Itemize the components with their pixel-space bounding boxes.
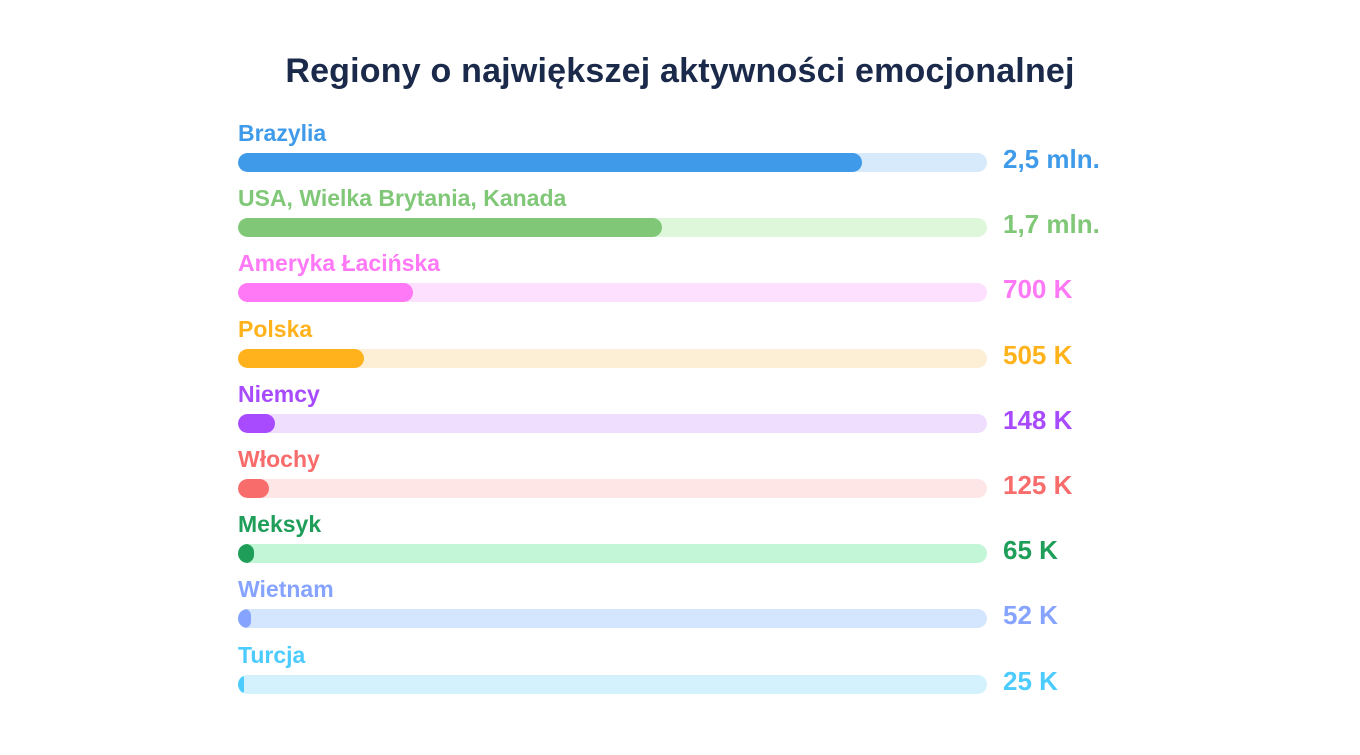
bar [238,218,663,238]
category-label: Ameryka Łacińska [238,250,441,277]
bar-row: Brazylia 2,5 mln. [238,120,1138,180]
bar [238,609,251,629]
category-label: USA, Wielka Brytania, Kanada [238,185,567,212]
bar-track [238,348,987,368]
bar-track [238,544,987,564]
bar [238,283,413,303]
value-label: 65 K [1003,535,1058,566]
bar [238,674,245,694]
value-label: 25 K [1003,665,1058,696]
category-label: Polska [238,315,313,342]
bar-row: USA, Wielka Brytania, Kanada 1,7 mln. [238,185,1138,245]
value-label: 148 K [1003,404,1073,435]
category-label: Niemcy [238,380,320,407]
category-label: Wietnam [238,576,334,603]
value-label: 52 K [1003,600,1058,631]
chart-title: Regiony o największej aktywności emocjon… [285,52,1075,90]
category-label: Brazylia [238,120,327,146]
bar [238,479,270,498]
bar-row: Ameryka Łacińska 700 K [238,250,1138,310]
bar-row: Polska 505 K [238,316,1138,376]
value-label: 1,7 mln. [1003,209,1100,240]
value-label: 125 K [1003,470,1073,500]
bar-track [238,283,987,303]
bar-row: Turcja 25 K [238,642,1138,702]
bar-row: Niemcy 148 K [238,381,1138,441]
category-label: Turcja [238,641,306,668]
bar-track [238,479,987,498]
value-label: 505 K [1003,339,1073,370]
bar [238,544,255,564]
bar-row: Włochy 125 K [238,446,1138,506]
bar-row: Meksyk 65 K [238,511,1138,571]
bar [238,153,863,172]
bar-track [238,609,987,629]
bar-track [238,218,987,238]
value-label: 700 K [1003,274,1073,305]
category-label: Włochy [238,446,320,472]
bar-track [238,153,987,172]
bar [238,348,365,368]
bar-row: Wietnam 52 K [238,576,1138,636]
category-label: Meksyk [238,511,322,538]
value-label: 2,5 mln. [1003,144,1100,174]
bar-track [238,413,987,433]
bar-track [238,674,987,694]
bar [238,413,275,433]
